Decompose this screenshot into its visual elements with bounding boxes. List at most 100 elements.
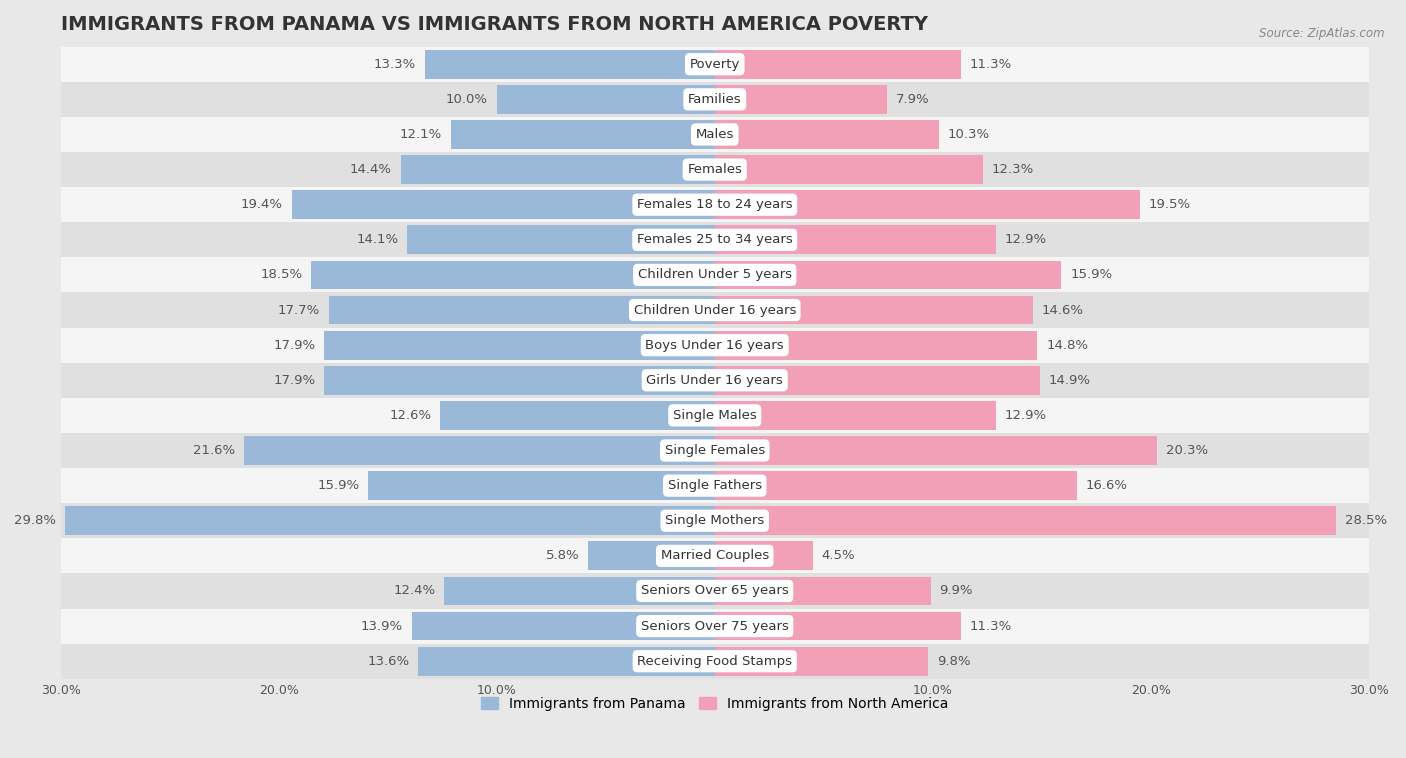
Bar [408,225,714,254]
Text: Seniors Over 75 years: Seniors Over 75 years [641,619,789,633]
Bar [714,541,813,570]
Text: 15.9%: 15.9% [318,479,360,492]
Text: Single Males: Single Males [673,409,756,422]
Bar [714,330,1038,359]
Text: Single Females: Single Females [665,444,765,457]
Text: 12.1%: 12.1% [399,128,443,141]
Text: 12.9%: 12.9% [1005,409,1047,422]
Bar [60,152,1369,187]
Text: 12.4%: 12.4% [394,584,436,597]
Bar [714,401,995,430]
Text: 13.9%: 13.9% [361,619,404,633]
Text: 13.6%: 13.6% [367,655,409,668]
Bar [60,363,1369,398]
Text: Families: Families [688,92,741,106]
Bar [714,577,931,606]
Text: 17.9%: 17.9% [274,339,316,352]
Bar [440,401,714,430]
Text: 19.5%: 19.5% [1149,198,1191,211]
Bar [368,471,714,500]
Bar [60,644,1369,678]
Bar [714,296,1033,324]
Text: 18.5%: 18.5% [260,268,302,281]
Text: 16.6%: 16.6% [1085,479,1128,492]
Text: Single Mothers: Single Mothers [665,514,765,528]
Text: Children Under 5 years: Children Under 5 years [638,268,792,281]
Bar [60,573,1369,609]
Text: 14.9%: 14.9% [1049,374,1090,387]
Text: Females 25 to 34 years: Females 25 to 34 years [637,233,793,246]
Bar [714,85,887,114]
Bar [418,647,714,675]
Bar [292,190,714,219]
Text: Receiving Food Stamps: Receiving Food Stamps [637,655,792,668]
Text: Seniors Over 65 years: Seniors Over 65 years [641,584,789,597]
Text: 9.8%: 9.8% [938,655,970,668]
Bar [60,222,1369,258]
Bar [65,506,714,535]
Bar [496,85,714,114]
Bar [714,647,928,675]
Text: 14.1%: 14.1% [357,233,398,246]
Text: 28.5%: 28.5% [1346,514,1386,528]
Text: 17.9%: 17.9% [274,374,316,387]
Bar [451,120,714,149]
Text: 12.3%: 12.3% [991,163,1033,176]
Text: 19.4%: 19.4% [240,198,283,211]
Bar [60,187,1369,222]
Text: Girls Under 16 years: Girls Under 16 years [647,374,783,387]
Bar [329,296,714,324]
Bar [401,155,714,184]
Text: Poverty: Poverty [689,58,740,70]
Bar [60,538,1369,573]
Bar [60,503,1369,538]
Bar [714,225,995,254]
Text: 11.3%: 11.3% [970,619,1012,633]
Bar [60,47,1369,82]
Text: 7.9%: 7.9% [896,92,929,106]
Text: 21.6%: 21.6% [193,444,235,457]
Text: Children Under 16 years: Children Under 16 years [634,303,796,317]
Bar [60,468,1369,503]
Bar [714,261,1062,290]
Text: Single Fathers: Single Fathers [668,479,762,492]
Text: Boys Under 16 years: Boys Under 16 years [645,339,785,352]
Bar [714,471,1077,500]
Text: 14.6%: 14.6% [1042,303,1084,317]
Text: 12.6%: 12.6% [389,409,432,422]
Bar [60,293,1369,327]
Bar [714,190,1140,219]
Bar [60,609,1369,644]
Bar [60,398,1369,433]
Bar [60,433,1369,468]
Bar [60,327,1369,363]
Text: 15.9%: 15.9% [1070,268,1112,281]
Text: 14.4%: 14.4% [350,163,392,176]
Text: 13.3%: 13.3% [374,58,416,70]
Bar [714,155,983,184]
Bar [714,120,939,149]
Text: 5.8%: 5.8% [546,550,579,562]
Bar [714,50,962,79]
Text: 20.3%: 20.3% [1166,444,1208,457]
Bar [588,541,714,570]
Text: 4.5%: 4.5% [821,550,855,562]
Bar [425,50,714,79]
Text: Females 18 to 24 years: Females 18 to 24 years [637,198,793,211]
Bar [325,366,714,395]
Legend: Immigrants from Panama, Immigrants from North America: Immigrants from Panama, Immigrants from … [475,691,955,716]
Bar [243,436,714,465]
Bar [311,261,714,290]
Bar [60,82,1369,117]
Text: 10.0%: 10.0% [446,92,488,106]
Text: 14.8%: 14.8% [1046,339,1088,352]
Text: Females: Females [688,163,742,176]
Bar [412,612,714,641]
Bar [714,366,1039,395]
Text: 12.9%: 12.9% [1005,233,1047,246]
Bar [714,506,1336,535]
Bar [714,436,1157,465]
Bar [714,612,962,641]
Text: 17.7%: 17.7% [278,303,321,317]
Text: 29.8%: 29.8% [14,514,56,528]
